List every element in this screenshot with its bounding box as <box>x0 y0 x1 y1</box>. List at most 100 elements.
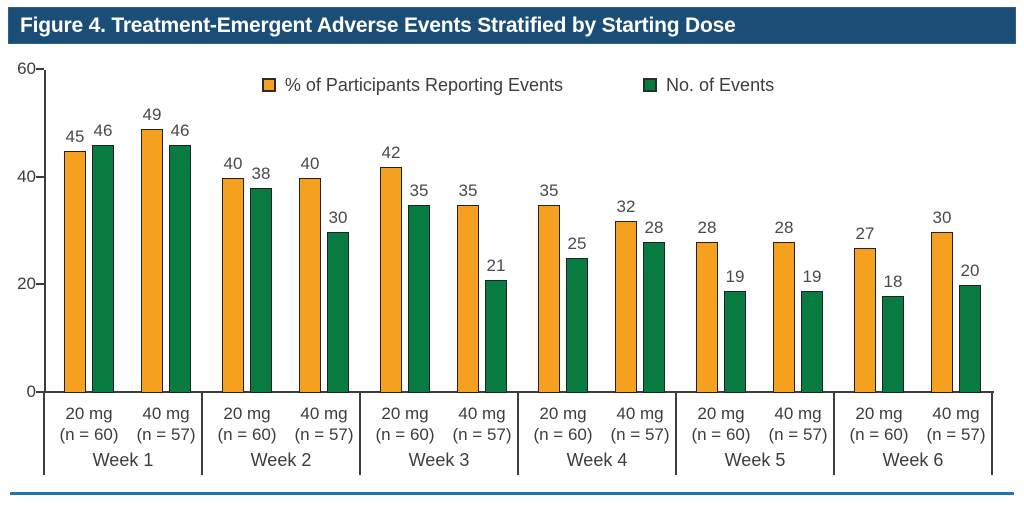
week-axis-label: Week 4 <box>566 450 628 470</box>
dose-label-line2: (n = 57) <box>768 425 828 444</box>
bar-value-label: 30 <box>328 207 348 227</box>
events-bar <box>959 285 981 393</box>
bar-value-label: 35 <box>458 180 478 200</box>
green-swatch-icon <box>643 78 658 92</box>
y-axis-tick <box>36 175 44 178</box>
bar-value-label: 42 <box>381 142 401 162</box>
percent-bar <box>854 247 876 393</box>
figure-title: Figure 4. Treatment-Emergent Adverse Eve… <box>20 13 736 37</box>
dose-axis-label: 20 mg (n = 60) <box>189 403 305 445</box>
week-axis-label: Week 1 <box>92 450 154 470</box>
dose-label-line1: 20 mg <box>223 404 271 423</box>
events-bar <box>485 279 507 393</box>
dose-axis-label: 40 mg (n = 57) <box>898 403 1014 445</box>
bar-value-label: 49 <box>142 105 162 125</box>
dose-label-line1: 40 mg <box>142 404 190 423</box>
dose-axis-label: 20 mg (n = 60) <box>663 403 779 445</box>
bar-value-label: 19 <box>725 266 745 286</box>
dose-label-line2: (n = 60) <box>375 425 435 444</box>
y-tick-label: 20 <box>17 274 36 294</box>
dose-axis-label: 40 mg (n = 57) <box>424 403 540 445</box>
dose-label-line2: (n = 60) <box>59 425 119 444</box>
week-axis-label: Week 5 <box>724 450 786 470</box>
bar-value-label: 18 <box>883 272 903 292</box>
bar-value-label: 25 <box>567 234 587 254</box>
bar-value-label: 28 <box>644 218 664 238</box>
x-axis-line <box>44 391 994 393</box>
bar-value-label: 46 <box>170 121 190 141</box>
events-bar <box>724 290 746 393</box>
events-bar <box>882 296 904 393</box>
dose-label-line1: 40 mg <box>932 404 980 423</box>
dose-axis-label: 40 mg (n = 57) <box>266 403 382 445</box>
y-tick-label: 40 <box>17 166 36 186</box>
bar-value-label: 40 <box>300 153 320 173</box>
legend-item-events: No. of Events <box>643 75 774 96</box>
events-bar <box>250 188 272 393</box>
dose-axis-label: 20 mg (n = 60) <box>31 403 147 445</box>
y-tick-label: 60 <box>17 59 36 78</box>
dose-label-line2: (n = 57) <box>452 425 512 444</box>
bottom-divider-line <box>10 492 1014 495</box>
bar-value-label: 35 <box>539 180 559 200</box>
percent-bar <box>141 129 163 393</box>
events-bar <box>801 290 823 393</box>
dose-label-line2: (n = 60) <box>217 425 277 444</box>
percent-bar <box>931 231 953 393</box>
week-axis-label: Week 2 <box>250 450 312 470</box>
dose-label-line2: (n = 60) <box>533 425 593 444</box>
bar-value-label: 19 <box>802 266 822 286</box>
dose-label-line1: 20 mg <box>65 404 113 423</box>
y-tick-label: 0 <box>26 382 36 401</box>
bar-value-label: 32 <box>616 196 636 216</box>
percent-bar <box>773 242 795 393</box>
week-separator-line <box>675 393 677 475</box>
percent-bar <box>299 177 321 393</box>
week-separator-line <box>833 393 835 475</box>
bar-value-label: 21 <box>486 255 506 275</box>
events-bar <box>327 231 349 393</box>
bar-value-label: 38 <box>251 164 271 184</box>
week-separator-line <box>359 393 361 475</box>
events-bar <box>566 258 588 393</box>
percent-bar <box>696 242 718 393</box>
percent-bar <box>222 177 244 393</box>
bar-value-label: 20 <box>960 261 980 281</box>
week-separator-line <box>201 393 203 475</box>
dose-label-line1: 20 mg <box>381 404 429 423</box>
dose-axis-label: 20 mg (n = 60) <box>505 403 621 445</box>
dose-label-line1: 40 mg <box>616 404 664 423</box>
dose-label-line1: 40 mg <box>300 404 348 423</box>
bar-value-label: 28 <box>697 218 717 238</box>
bar-value-label: 30 <box>932 207 952 227</box>
percent-bar <box>457 204 479 393</box>
dose-label-line1: 20 mg <box>539 404 587 423</box>
dose-label-line1: 20 mg <box>697 404 745 423</box>
bar-value-label: 35 <box>409 180 429 200</box>
week-separator-line <box>43 393 45 475</box>
events-bar <box>408 204 430 393</box>
dose-axis-label: 40 mg (n = 57) <box>740 403 856 445</box>
percent-bar <box>615 220 637 393</box>
legend-label: No. of Events <box>666 74 775 95</box>
dose-label-line2: (n = 57) <box>926 425 986 444</box>
dose-axis-label: 20 mg (n = 60) <box>347 403 463 445</box>
dose-label-line1: 20 mg <box>855 404 903 423</box>
percent-bar <box>64 150 86 393</box>
bar-value-label: 46 <box>93 121 113 141</box>
week-separator-line <box>991 393 993 475</box>
y-axis-tick <box>36 283 44 286</box>
dose-label-line2: (n = 60) <box>691 425 751 444</box>
week-axis-label: Week 6 <box>882 450 944 470</box>
events-bar <box>92 145 114 393</box>
dose-label-line2: (n = 57) <box>610 425 670 444</box>
dose-axis-label: 20 mg (n = 60) <box>821 403 937 445</box>
bar-value-label: 28 <box>774 218 794 238</box>
dose-label-line2: (n = 60) <box>849 425 909 444</box>
y-axis-tick <box>36 391 44 393</box>
percent-bar <box>538 204 560 393</box>
dose-axis-label: 40 mg (n = 57) <box>582 403 698 445</box>
legend-item-percent: % of Participants Reporting Events <box>261 75 563 96</box>
dose-label-line2: (n = 57) <box>294 425 354 444</box>
